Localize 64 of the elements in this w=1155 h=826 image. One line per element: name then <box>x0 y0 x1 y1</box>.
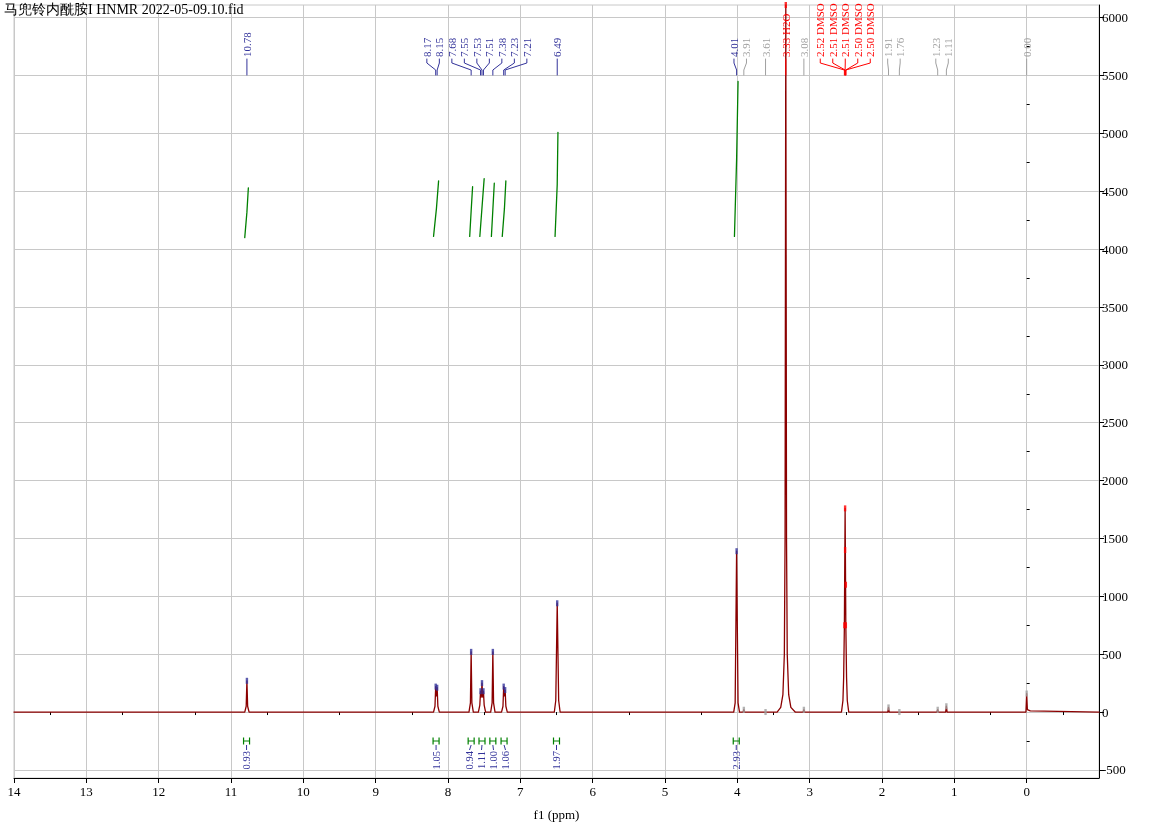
x-tick-label: 3 <box>806 784 813 799</box>
annotation: 0.94 <box>464 750 476 770</box>
y-tick-label: 4500 <box>1102 183 1128 199</box>
x-tick-label: 8 <box>444 784 452 799</box>
annotation: 10.78 <box>240 31 253 57</box>
annotation: 2.51 DMSO <box>826 3 839 57</box>
annotation: 6.49 <box>551 37 564 57</box>
x-tick-label: 0 <box>1023 784 1030 799</box>
annotation: 2.50 DMSO <box>864 3 877 57</box>
annotation: 2.93 <box>730 751 742 770</box>
y-tick-label: 1500 <box>1102 530 1128 546</box>
y-tick-label: 4000 <box>1102 241 1128 257</box>
annotation: 3.33 H2O <box>779 13 792 57</box>
x-tick-label: 6 <box>589 784 597 799</box>
y-tick-label: 5500 <box>1102 68 1128 84</box>
annotation: 1.05 <box>430 751 442 770</box>
x-tick-label: 5 <box>661 784 669 799</box>
annotation: 7.55 <box>458 37 471 57</box>
y-tick-label: 6000 <box>1102 10 1128 26</box>
y-tick-label: 2500 <box>1102 415 1128 431</box>
annotation: 1.11 <box>942 38 955 57</box>
annotation: 8.15 <box>433 37 446 57</box>
annotation: 7.38 <box>495 37 508 57</box>
annotation: 1.91 <box>881 37 894 57</box>
annotation: 0.00 <box>1020 37 1033 57</box>
y-tick-label: 3500 <box>1102 299 1128 315</box>
annotation: 1.06 <box>500 751 512 770</box>
y-tick-label: 2000 <box>1102 473 1128 489</box>
x-tick-label: 1 <box>951 784 958 799</box>
annotation: 7.68 <box>445 37 458 57</box>
x-axis-title: f1 (ppm) <box>533 807 580 822</box>
x-tick-label: 9 <box>372 784 379 799</box>
x-tick-label: 14 <box>7 784 21 799</box>
annotation: 1.00 <box>488 751 500 770</box>
y-tick-label: 3000 <box>1102 357 1128 373</box>
annotation: 7.23 <box>508 37 521 57</box>
x-tick-label: 13 <box>79 784 93 799</box>
annotation: 0.93 <box>241 751 253 770</box>
x-tick-label: 4 <box>734 784 742 799</box>
annotation: 3.61 <box>759 37 772 57</box>
annotation: 1.76 <box>894 37 907 57</box>
annotation: 1.23 <box>929 37 942 57</box>
annotation: 7.51 <box>483 37 496 57</box>
x-tick-label: 10 <box>296 784 310 799</box>
x-tick-label: 2 <box>878 784 886 799</box>
annotation: 1.97 <box>551 751 562 770</box>
x-tick-label: 11 <box>224 784 238 799</box>
y-tick-label: 5000 <box>1102 125 1128 141</box>
annotation: 8.17 <box>420 37 433 57</box>
y-tick-label: -500 <box>1102 762 1126 778</box>
annotation: 2.52 DMSO <box>814 3 827 57</box>
annotation: 7.53 <box>470 37 483 57</box>
annotation: 1.11 <box>476 751 488 769</box>
x-tick-label: 7 <box>517 784 525 799</box>
annotation: 3.08 <box>797 37 810 57</box>
x-tick-label: 12 <box>152 784 166 799</box>
annotation: 2.50 DMSO <box>851 3 864 57</box>
annotation: 7.21 <box>520 37 533 57</box>
annotation: 2.51 DMSO <box>839 3 852 57</box>
y-tick-label: 1000 <box>1102 588 1128 604</box>
annotation: 3.91 <box>740 37 753 57</box>
y-tick-label: 500 <box>1102 646 1122 662</box>
annotation: 4.01 <box>727 37 740 57</box>
chart-title: 马兜铃内酰胺I HNMR 2022-05-09.10.fid <box>4 1 244 17</box>
